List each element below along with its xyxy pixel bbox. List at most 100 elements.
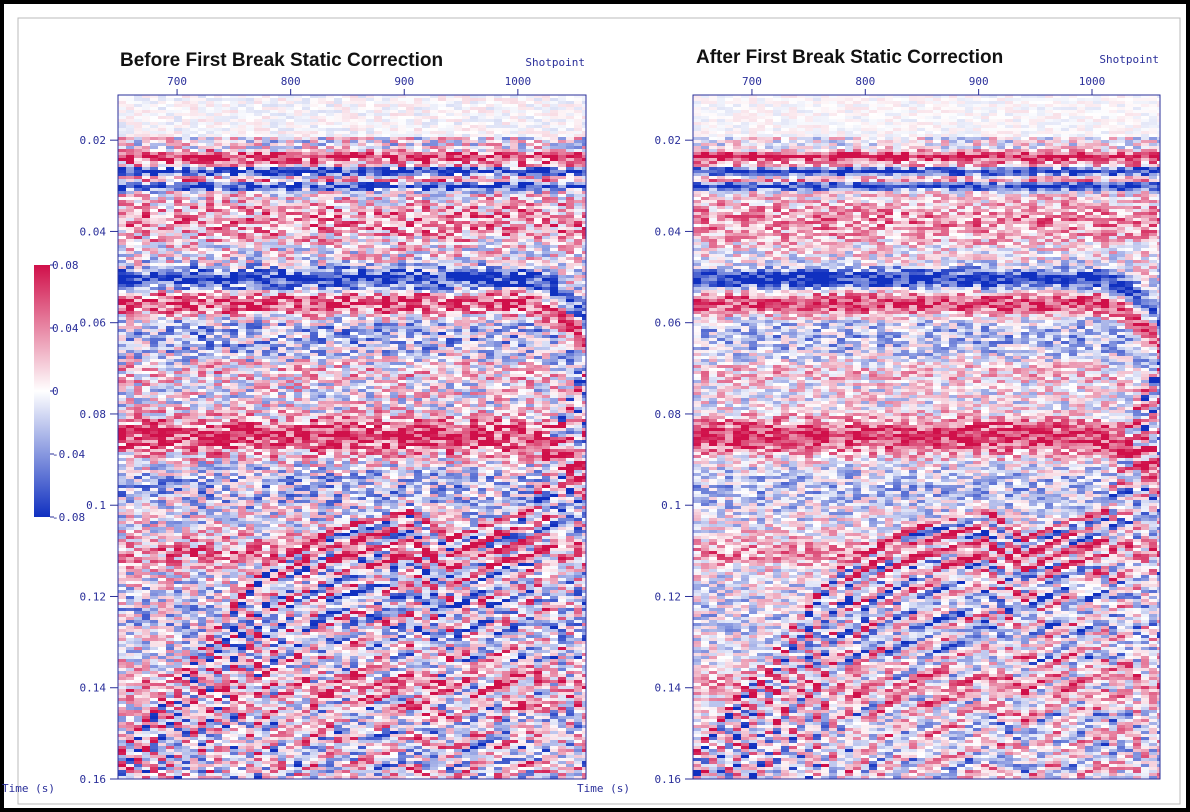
texture-cell [166, 137, 174, 140]
texture-cell [158, 212, 166, 215]
texture-cell [486, 158, 494, 161]
texture-cell [334, 128, 342, 131]
texture-cell [222, 320, 230, 323]
texture-cell [230, 119, 238, 122]
texture-cell [150, 242, 158, 245]
texture-cell [414, 98, 422, 101]
texture-cell [278, 218, 286, 221]
texture-cell [246, 317, 254, 320]
texture-cell [310, 188, 318, 191]
texture-cell [222, 197, 230, 200]
texture-cell [390, 215, 398, 218]
texture-cell [310, 152, 318, 155]
texture-cell [438, 329, 446, 332]
texture-cell [558, 167, 566, 170]
texture-cell [526, 335, 534, 338]
texture-cell [470, 158, 478, 161]
texture-cell [126, 254, 134, 257]
texture-cell [150, 275, 158, 278]
texture-cell [462, 236, 470, 239]
texture-cell [190, 158, 198, 161]
texture-cell [326, 200, 334, 203]
texture-cell [334, 218, 342, 221]
texture-cell [350, 305, 358, 308]
texture-cell [278, 119, 286, 122]
texture-cell [246, 134, 254, 137]
texture-cell [454, 215, 462, 218]
texture-cell [262, 224, 270, 227]
texture-cell [470, 134, 478, 137]
texture-cell [334, 260, 342, 263]
texture-cell [246, 188, 254, 191]
texture-cell [270, 323, 278, 326]
texture-cell [230, 185, 238, 188]
texture-cell [382, 98, 390, 101]
texture-cell [278, 185, 286, 188]
texture-cell [542, 224, 550, 227]
texture-cell [294, 128, 302, 131]
texture-cell [382, 104, 390, 107]
texture-cell [558, 341, 566, 344]
texture-cell [134, 326, 142, 329]
texture-cell [486, 98, 494, 101]
texture-cell [134, 299, 142, 302]
texture-cell [278, 131, 286, 134]
texture-cell [118, 296, 126, 299]
texture-cell [118, 131, 126, 134]
texture-cell [382, 242, 390, 245]
texture-cell [358, 182, 366, 185]
texture-cell [206, 323, 214, 326]
texture-cell [142, 305, 150, 308]
texture-cell [430, 230, 438, 233]
texture-cell [366, 278, 374, 281]
texture-cell [278, 113, 286, 116]
texture-cell [406, 194, 414, 197]
texture-cell [126, 257, 134, 260]
texture-cell [182, 308, 190, 311]
texture-cell [278, 194, 286, 197]
texture-cell [278, 236, 286, 239]
texture-cell [222, 233, 230, 236]
texture-cell [142, 113, 150, 116]
texture-cell [502, 149, 510, 152]
texture-cell [422, 284, 430, 287]
texture-cell [430, 167, 438, 170]
texture-cell [486, 146, 494, 149]
texture-cell [294, 149, 302, 152]
texture-cell [262, 335, 270, 338]
texture-cell [318, 164, 326, 167]
texture-cell [118, 167, 126, 170]
texture-cell [518, 134, 526, 137]
texture-cell [166, 281, 174, 284]
texture-cell [526, 284, 534, 287]
texture-cell [502, 179, 510, 182]
texture-cell [342, 260, 350, 263]
texture-cell [158, 107, 166, 110]
texture-cell [502, 167, 510, 170]
texture-cell [542, 137, 550, 140]
texture-cell [198, 248, 206, 251]
texture-cell [262, 143, 270, 146]
texture-cell [518, 230, 526, 233]
texture-cell [446, 269, 454, 272]
texture-cell [254, 119, 262, 122]
texture-cell [254, 227, 262, 230]
texture-cell [566, 143, 574, 146]
texture-cell [534, 242, 542, 245]
texture-cell [486, 206, 494, 209]
texture-cell [382, 134, 390, 137]
texture-cell [382, 275, 390, 278]
texture-cell [150, 245, 158, 248]
texture-cell [278, 323, 286, 326]
texture-cell [534, 344, 542, 347]
texture-cell [510, 275, 518, 278]
texture-cell [158, 128, 166, 131]
texture-cell [478, 161, 486, 164]
texture-cell [174, 101, 182, 104]
texture-cell [406, 158, 414, 161]
texture-cell [174, 155, 182, 158]
texture-cell [470, 224, 478, 227]
texture-cell [406, 152, 414, 155]
texture-cell [246, 251, 254, 254]
texture-cell [478, 293, 486, 296]
